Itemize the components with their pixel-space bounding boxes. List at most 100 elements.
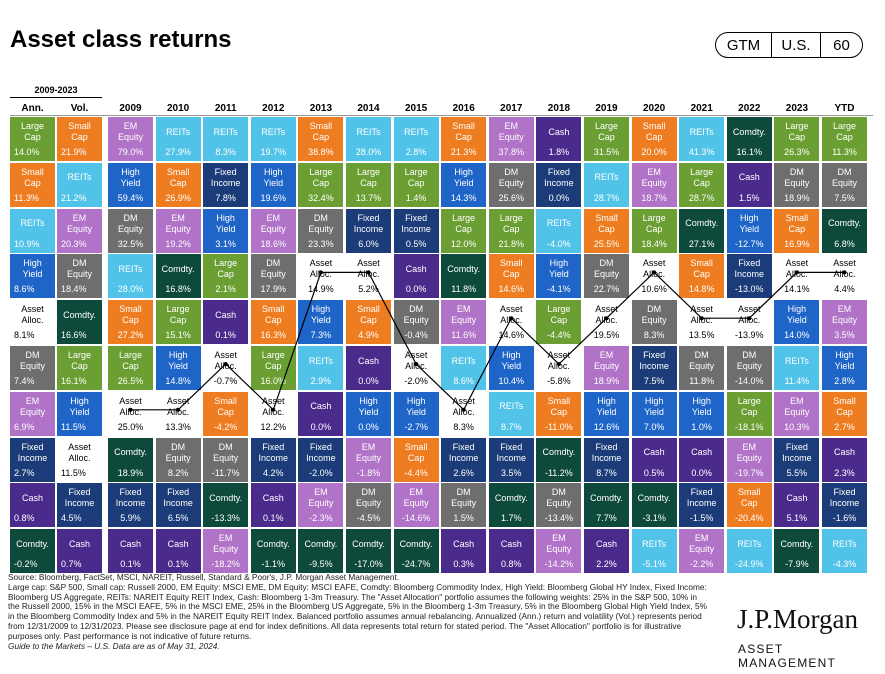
cell-return-value: 2.9%: [310, 376, 332, 386]
cell-return-value: 38.8%: [308, 147, 334, 157]
cell-return-value: 7.8%: [215, 192, 236, 203]
cell-ytd-comdty: Comdty. 6.8%: [822, 208, 867, 253]
header-year-2019: 2019: [595, 102, 618, 114]
cell-vol-large-cap: Large Cap 16.1%: [57, 346, 102, 390]
cell-asset-label: EM Equity: [308, 487, 334, 509]
cell-return-value: 3.1%: [215, 238, 236, 249]
cell-2020-asset-alloc: Asset Alloc. 10.6%: [631, 254, 677, 299]
cell-asset-label: High Yield: [69, 395, 90, 417]
cell-return-value: 7.3%: [310, 330, 332, 341]
cell-2022-asset-alloc: Asset Alloc. -13.9%: [726, 300, 772, 345]
cell-return-value: 32.4%: [308, 192, 334, 203]
cell-return-value: 14.0%: [784, 330, 810, 341]
cell-2022-small-cap: Small Cap -20.4%: [726, 483, 772, 528]
cell-ann-fixed-income: Fixed Income 2.7%: [10, 437, 55, 482]
cell-return-value: 19.6%: [260, 192, 287, 203]
cell-asset-label: Large Cap: [67, 350, 92, 371]
cell-ann-reits: REITs 10.9%: [10, 208, 55, 253]
cell-asset-label: Large Cap: [785, 121, 809, 142]
cell-return-value: 5.1%: [786, 513, 808, 524]
cell-asset-label: Cash: [500, 538, 522, 549]
cell-vol-cash: Cash 0.7%: [57, 529, 102, 574]
cell-2023-em-equity: EM Equity 10.3%: [774, 391, 820, 436]
cell-2021-asset-alloc: Asset Alloc. 13.5%: [679, 300, 725, 345]
cell-2020-em-equity: EM Equity 18.7%: [631, 162, 677, 207]
cell-asset-label: DM Equity: [117, 212, 143, 234]
cell-asset-label: Asset Alloc.: [738, 304, 761, 326]
cell-2021-dm-equity: DM Equity 11.8%: [679, 346, 725, 390]
cell-asset-label: DM Equity: [213, 441, 239, 463]
cell-asset-label: EM Equity: [403, 487, 429, 509]
cell-return-value: 27.1%: [688, 238, 715, 249]
cell-asset-label: Large Cap: [118, 350, 143, 371]
cell-return-value: 28.0%: [355, 147, 382, 157]
footnote: Source: Bloomberg, FactSet, MSCI, NAREIT…: [8, 572, 708, 651]
cell-return-value: -9.5%: [309, 559, 333, 570]
cell-return-value: 0.1%: [263, 513, 284, 524]
cell-2009-fixed-income: Fixed Income 5.9%: [108, 483, 153, 528]
cell-2012-small-cap: Small Cap 16.3%: [250, 300, 296, 345]
cell-2013-cash: Cash 0.0%: [298, 391, 344, 436]
cell-return-value: 2.2%: [596, 559, 617, 570]
cell-return-value: 2.7%: [834, 421, 855, 432]
cell-2014-small-cap: Small Cap 4.9%: [346, 300, 391, 345]
header-year-2010: 2010: [166, 102, 190, 114]
cell-asset-label: Small Cap: [452, 121, 475, 142]
cell-2011-reits: REITs 8.3%: [203, 117, 249, 161]
cell-asset-label: Asset Alloc.: [452, 395, 475, 417]
cell-vol-high-yield: High Yield 11.5%: [57, 391, 102, 436]
cell-ann-large-cap: Large Cap 14.0%: [10, 117, 55, 161]
cell-2010-high-yield: High Yield 14.8%: [155, 346, 201, 390]
cell-asset-label: Large Cap: [499, 212, 523, 234]
cell-asset-label: REITs: [20, 218, 45, 229]
cell-2013-small-cap: Small Cap 38.8%: [298, 117, 344, 161]
cell-2021-em-equity: EM Equity -2.2%: [679, 529, 725, 574]
cell-asset-label: Asset Alloc.: [166, 395, 190, 417]
cell-return-value: -0.7%: [213, 376, 238, 386]
cell-return-value: 0.3%: [453, 559, 474, 570]
cell-asset-label: EM Equity: [165, 212, 191, 234]
cell-asset-label: Cash: [595, 538, 617, 549]
cell-return-value: -2.0%: [404, 376, 428, 386]
header-year-2022: 2022: [738, 102, 761, 114]
cell-ytd-em-equity: EM Equity 3.5%: [822, 300, 867, 345]
cell-return-value: 23.3%: [308, 238, 334, 249]
cell-2016-dm-equity: DM Equity 1.5%: [441, 483, 487, 528]
cell-2019-dm-equity: DM Equity 22.7%: [584, 254, 629, 299]
cell-asset-label: Small Cap: [833, 395, 856, 417]
cell-return-value: 7.5%: [643, 376, 665, 386]
cell-asset-label: Asset Alloc.: [357, 258, 380, 280]
cell-ytd-high-yield: High Yield 2.8%: [822, 346, 867, 390]
cell-return-value: 14.1%: [784, 284, 810, 295]
cell-2013-fixed-income: Fixed Income -2.0%: [298, 437, 344, 482]
cell-return-value: -11.2%: [544, 467, 573, 478]
cell-2018-comdty: Comdty. -11.2%: [536, 437, 582, 482]
cell-asset-label: Comdty.: [828, 218, 861, 229]
cell-2014-dm-equity: DM Equity -4.5%: [346, 483, 391, 528]
cell-asset-label: DM Equity: [593, 258, 619, 280]
cell-asset-label: DM Equity: [66, 258, 92, 280]
cell-asset-label: EM Equity: [593, 350, 619, 371]
cell-asset-label: Fixed Income: [353, 212, 384, 234]
cell-2014-asset-alloc: Asset Alloc. 5.2%: [346, 254, 391, 299]
cell-asset-label: High Yield: [644, 395, 664, 417]
cell-2013-comdty: Comdty. -9.5%: [298, 529, 344, 574]
cell-asset-label: Large Cap: [737, 395, 761, 417]
cell-return-value: 25.5%: [593, 238, 620, 249]
cell-return-value: 14.6%: [498, 284, 525, 295]
cell-asset-label: Comdty.: [63, 309, 96, 320]
cell-2010-em-equity: EM Equity 19.2%: [155, 208, 201, 253]
cell-asset-label: Large Cap: [452, 212, 476, 234]
cell-return-value: -5.1%: [642, 559, 666, 570]
cell-asset-label: REITs: [689, 126, 714, 137]
cell-return-value: 7.5%: [834, 192, 855, 203]
cell-return-value: 59.4%: [117, 192, 144, 203]
cell-asset-label: Fixed Income: [115, 487, 146, 509]
cell-asset-label: High Yield: [406, 395, 426, 417]
cell-2020-dm-equity: DM Equity 8.3%: [631, 300, 677, 345]
cell-2010-small-cap: Small Cap 26.9%: [155, 162, 201, 207]
footnote-definitions: Large cap: S&P 500, Small cap: Russell 2…: [8, 581, 707, 641]
cell-vol-fixed-income: Fixed Income 4.5%: [57, 483, 102, 528]
cell-asset-label: High Yield: [120, 166, 141, 188]
cell-asset-label: Cash: [357, 355, 379, 366]
